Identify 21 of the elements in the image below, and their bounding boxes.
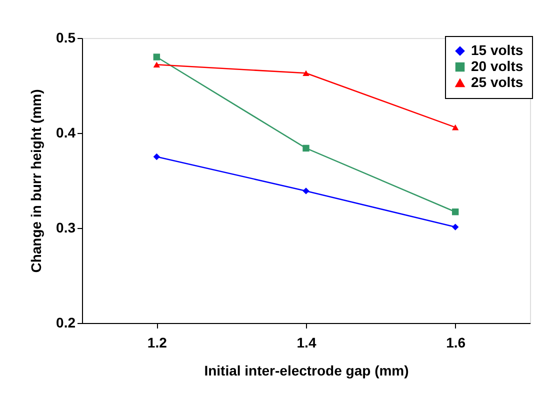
point [153, 54, 160, 60]
point [452, 208, 459, 216]
x-tick-label: 1.6 [446, 334, 466, 350]
y-tick-label: 0.3 [56, 220, 76, 236]
y-tick-label: 0.4 [56, 124, 76, 140]
legend-label: 25 volts [471, 74, 524, 90]
point [452, 124, 459, 130]
x-axis-title: Initial inter-electrode gap (mm) [204, 362, 409, 378]
point [302, 70, 310, 76]
y-tick-label: 0.5 [56, 30, 76, 46]
point [452, 224, 459, 230]
point [153, 153, 160, 160]
x-tick-label: 1.4 [296, 334, 316, 350]
y-axis-title: Change in burr height (mm) [28, 89, 44, 273]
y-tick-label: 0.2 [56, 314, 76, 330]
legend-label: 15 volts [471, 42, 524, 58]
point [302, 144, 310, 152]
legend-label: 20 volts [471, 58, 524, 74]
x-tick-label: 1.2 [147, 334, 168, 350]
point [153, 62, 160, 68]
point [302, 188, 310, 194]
